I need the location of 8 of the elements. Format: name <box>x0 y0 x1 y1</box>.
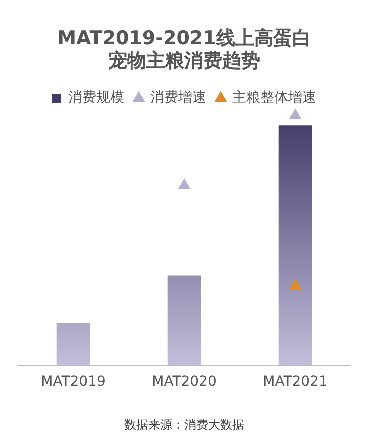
x-tick-label: MAT2019 <box>41 374 106 390</box>
x-tick-label: MAT2020 <box>152 374 217 390</box>
legend-label: 消费规模 <box>68 90 124 106</box>
x-tick-label: MAT2021 <box>263 374 328 390</box>
chart-title: MAT2019-2021线上高蛋白宠物主粮消费趋势 <box>58 27 312 72</box>
legend-label: 消费增速 <box>150 90 206 106</box>
source-note: 数据来源：消费大数据 <box>124 418 244 432</box>
legend-label: 主粮整体增速 <box>232 90 316 106</box>
